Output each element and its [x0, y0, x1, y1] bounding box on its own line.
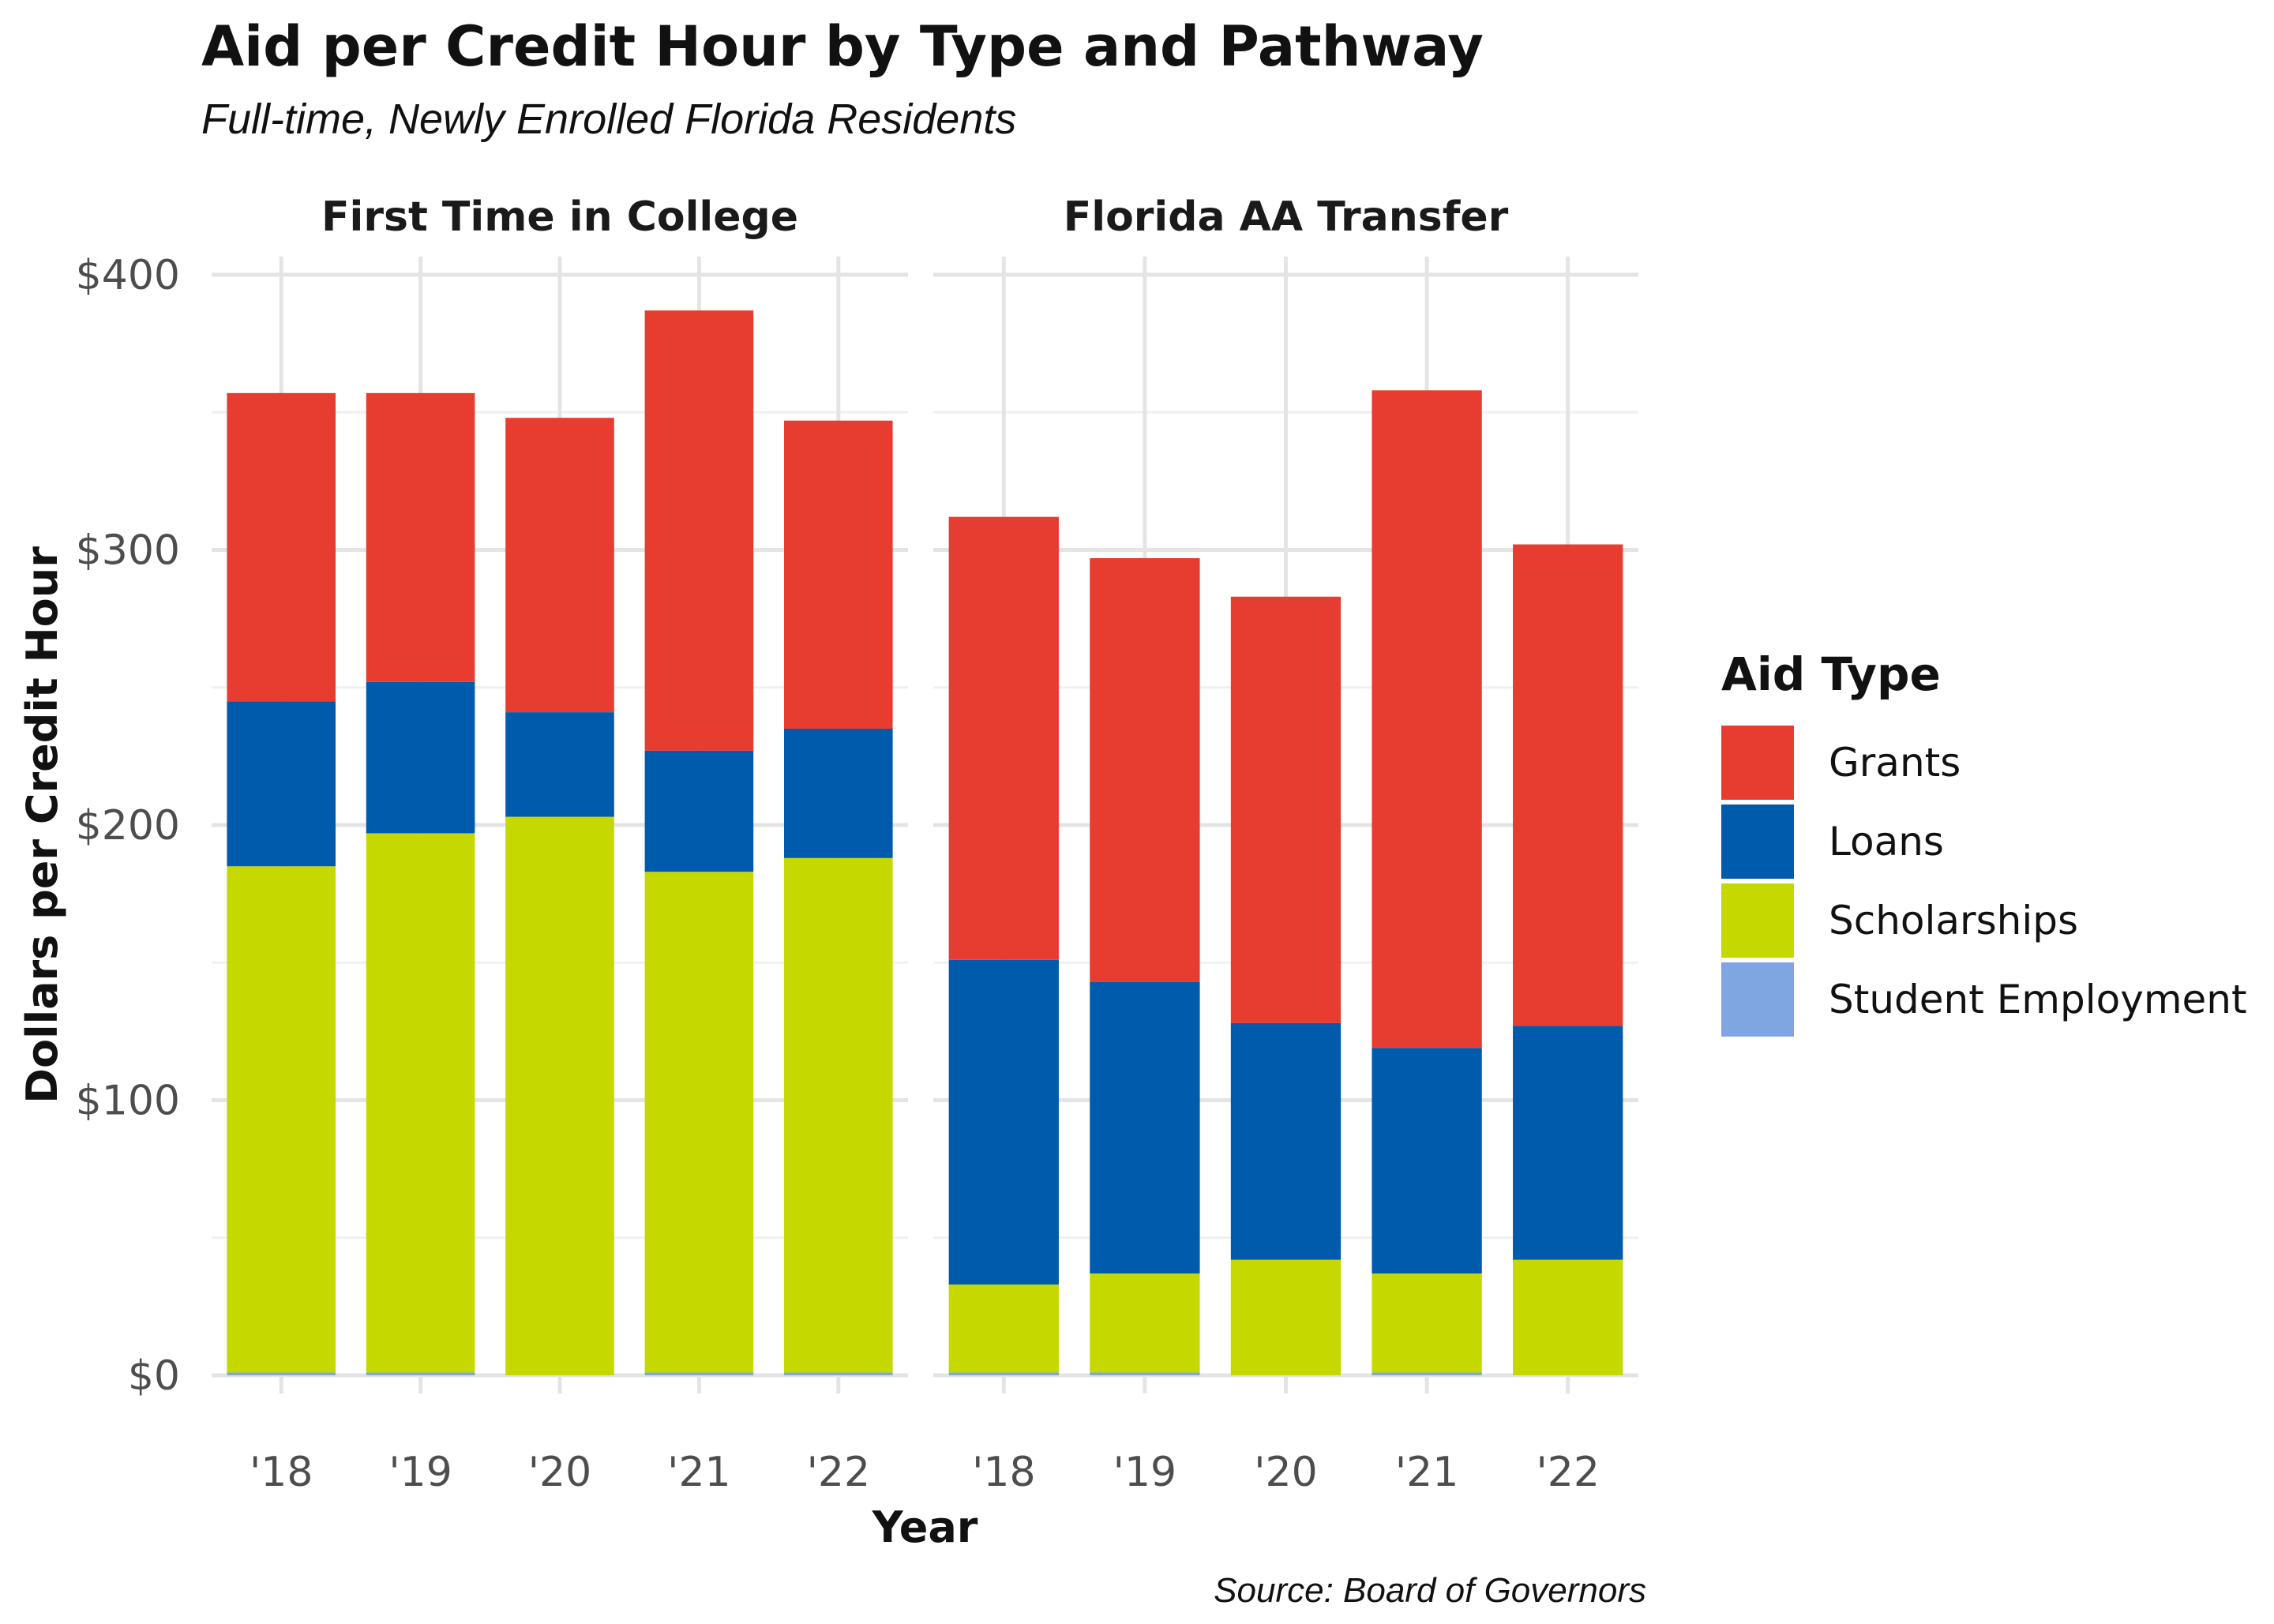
- bar-grants: [1372, 390, 1482, 1048]
- chart-caption: Source: Board of Governors: [1214, 1571, 1646, 1610]
- y-tick-label: $300: [76, 527, 180, 575]
- legend-label-student-employment: Student Employment: [1829, 977, 2247, 1022]
- legend-item-student-employment: Student Employment: [1721, 960, 2247, 1039]
- bar-student-employment: [1090, 1372, 1200, 1375]
- x-tick-label: '20: [528, 1449, 591, 1496]
- x-tick-label: '19: [1113, 1449, 1176, 1496]
- bar-loans: [1513, 1026, 1623, 1260]
- y-tick-label: $100: [76, 1078, 180, 1125]
- bar-grants: [948, 516, 1059, 960]
- x-tick-label: '18: [250, 1449, 313, 1496]
- bar-loans: [1090, 981, 1200, 1274]
- legend-key-grants: [1721, 726, 1794, 800]
- bar-loans: [644, 750, 754, 872]
- y-tick-label: $0: [128, 1352, 180, 1400]
- bar-student-employment: [784, 1372, 893, 1375]
- bar-grants: [1090, 557, 1200, 982]
- bar-grants: [227, 392, 336, 702]
- x-tick-label: '21: [667, 1449, 730, 1496]
- x-tick-label: '20: [1254, 1449, 1317, 1496]
- legend-label-grants: Grants: [1829, 740, 1961, 786]
- facet-title: Florida AA Transfer: [1064, 193, 1509, 241]
- bar-scholarships: [1372, 1273, 1482, 1373]
- x-tick-label: '21: [1395, 1449, 1458, 1496]
- bar-scholarships: [784, 857, 893, 1373]
- legend-key-scholarships: [1721, 883, 1794, 958]
- y-axis-title: Dollars per Credit Hour: [17, 546, 67, 1104]
- x-tick-label: '22: [1536, 1449, 1599, 1496]
- bar-loans: [1372, 1048, 1482, 1274]
- bar-scholarships: [1230, 1259, 1342, 1375]
- bar-student-employment: [948, 1372, 1059, 1375]
- bar-loans: [784, 729, 893, 858]
- bar-scholarships: [644, 872, 754, 1373]
- chart-title: Aid per Credit Hour by Type and Pathway: [201, 14, 1484, 79]
- legend-key-student-employment: [1721, 962, 1794, 1037]
- bar-grants: [366, 392, 475, 682]
- legend-title: Aid Type: [1721, 647, 1941, 701]
- bar-grants: [644, 310, 754, 751]
- bar-grants: [784, 420, 893, 729]
- y-tick-label: $400: [76, 252, 180, 299]
- bar-grants: [505, 418, 614, 713]
- legend: Aid Type Grants Loans Scholarships Stude…: [1721, 647, 2247, 1039]
- bar-scholarships: [948, 1284, 1059, 1373]
- bar-student-employment: [366, 1372, 475, 1375]
- bar-loans: [948, 959, 1059, 1285]
- legend-item-loans: Loans: [1721, 802, 2247, 881]
- legend-item-grants: Grants: [1721, 723, 2247, 802]
- bar-loans: [366, 681, 475, 834]
- x-tick-label: '19: [388, 1449, 452, 1496]
- bar-scholarships: [1513, 1259, 1623, 1375]
- bar-scholarships: [227, 866, 336, 1373]
- y-tick-label: $200: [76, 802, 180, 850]
- x-tick-label: '18: [972, 1449, 1035, 1496]
- chart-subtitle: Full-time, Newly Enrolled Florida Reside…: [201, 96, 1017, 143]
- bar-student-employment: [227, 1372, 336, 1375]
- bar-scholarships: [505, 816, 614, 1375]
- bar-loans: [1230, 1022, 1342, 1260]
- legend-label-scholarships: Scholarships: [1829, 898, 2079, 943]
- bar-loans: [505, 712, 614, 817]
- bar-grants: [1230, 596, 1342, 1023]
- bar-student-employment: [644, 1372, 754, 1375]
- x-axis-title: Year: [872, 1502, 978, 1552]
- facet-title: First Time in College: [321, 193, 798, 241]
- legend-item-scholarships: Scholarships: [1721, 881, 2247, 960]
- legend-key-loans: [1721, 804, 1794, 879]
- legend-label-loans: Loans: [1829, 819, 1944, 865]
- bar-loans: [227, 701, 336, 867]
- bar-grants: [1513, 544, 1623, 1026]
- bar-scholarships: [366, 833, 475, 1373]
- bar-scholarships: [1090, 1273, 1200, 1373]
- bar-student-employment: [1372, 1372, 1482, 1375]
- x-tick-label: '22: [807, 1449, 870, 1496]
